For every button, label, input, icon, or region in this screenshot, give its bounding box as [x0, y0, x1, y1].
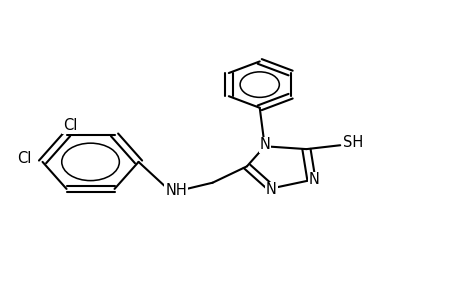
- Text: N: N: [308, 172, 319, 188]
- Text: N: N: [266, 182, 276, 197]
- Text: NH: NH: [165, 183, 186, 198]
- Text: Cl: Cl: [63, 118, 77, 134]
- Text: N: N: [259, 137, 269, 152]
- Text: SH: SH: [342, 135, 362, 150]
- Text: Cl: Cl: [17, 152, 31, 166]
